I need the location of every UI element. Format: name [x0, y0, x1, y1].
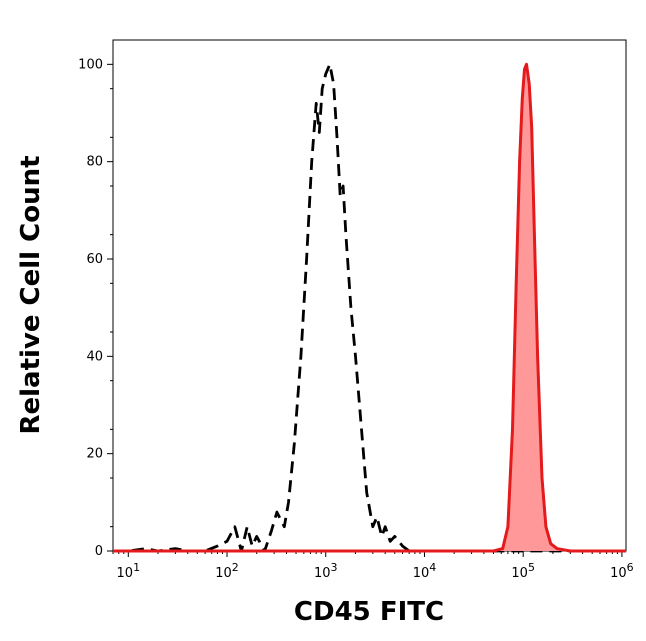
x-axis-title: CD45 FITC	[294, 597, 444, 627]
y-tick-label: 80	[86, 155, 103, 170]
y-axis-title: Relative Cell Count	[16, 155, 46, 434]
x-tick-base: 10	[314, 566, 331, 581]
x-tick-base: 10	[511, 566, 528, 581]
x-tick-exponent: 3	[331, 561, 338, 574]
series-1-line	[113, 62, 626, 553]
x-tick-exponent: 2	[232, 561, 239, 574]
x-tick-base: 10	[117, 566, 134, 581]
series-1-area	[113, 64, 626, 552]
y-tick-label: 60	[86, 252, 103, 267]
x-tick-label: 106	[610, 561, 634, 581]
x-tick-label: 104	[413, 561, 437, 581]
y-axis: 0 20 40 60 80 100	[78, 57, 113, 559]
y-tick-label: 0	[95, 544, 103, 559]
y-tick-label: 40	[86, 349, 103, 364]
x-tick-label: 105	[511, 561, 535, 581]
x-tick-label: 101	[117, 561, 141, 581]
plot-frame	[112, 39, 627, 552]
series-layer	[113, 62, 626, 553]
x-tick-label: 103	[314, 561, 338, 581]
y-tick-label: 20	[86, 447, 103, 462]
x-tick-base: 10	[215, 566, 232, 581]
series-0-line	[113, 62, 626, 553]
x-tick-exponent: 5	[528, 561, 535, 574]
y-tick-label: 100	[78, 57, 103, 72]
x-tick-base: 10	[413, 566, 430, 581]
x-tick-label: 102	[215, 561, 239, 581]
x-tick-base: 10	[610, 566, 627, 581]
x-tick-exponent: 1	[133, 561, 140, 574]
x-tick-exponent: 4	[429, 561, 436, 574]
x-axis: 101 102 103 104 105 106	[112, 551, 634, 581]
x-tick-exponent: 6	[627, 561, 634, 574]
